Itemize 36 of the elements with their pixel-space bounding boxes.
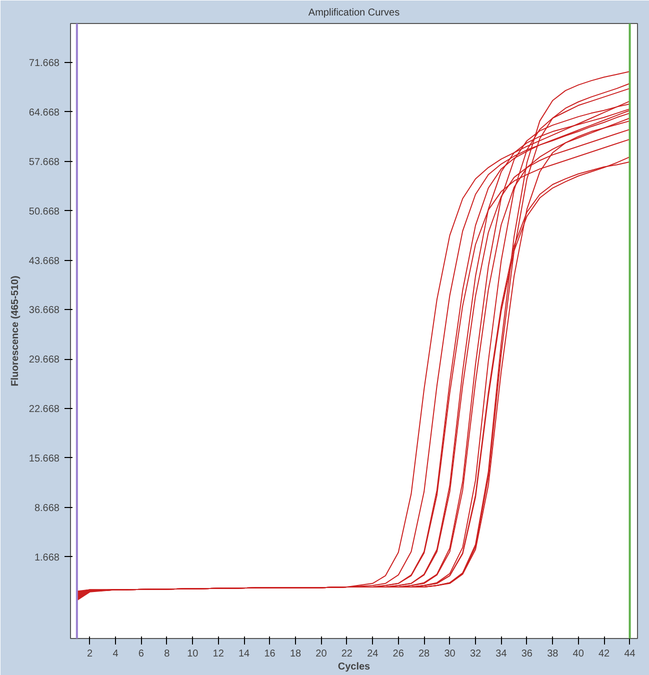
y-tick-label: 43.668: [28, 256, 60, 267]
x-axis-title: Cycles: [338, 662, 371, 672]
y-tick-label: 1.668: [34, 552, 60, 564]
y-tick-label: 64.668: [28, 107, 60, 118]
x-tick-label: 26: [392, 648, 404, 660]
x-tick-label: 18: [290, 648, 302, 660]
x-tick-label: 4: [112, 648, 119, 660]
x-tick-label: 24: [367, 648, 379, 660]
y-tick-label: 50.668: [28, 206, 60, 218]
y-axis-title: Fluorescence (465-510): [10, 276, 21, 386]
x-tick-label: 8: [164, 648, 170, 660]
x-tick-label: 6: [138, 648, 144, 660]
x-tick-label: 34: [496, 648, 508, 660]
x-tick-label: 22: [341, 648, 353, 660]
x-tick-label: 14: [238, 648, 250, 660]
x-tick-label: 30: [444, 648, 456, 660]
x-tick-label: 2: [87, 648, 94, 660]
x-tick-label: 10: [187, 648, 199, 660]
chart-title: Amplification Curves: [308, 8, 400, 18]
x-tick-label: 28: [418, 648, 430, 660]
x-tick-label: 40: [572, 648, 584, 660]
x-tick-label: 36: [521, 648, 533, 660]
x-tick-label: 20: [316, 648, 328, 660]
y-tick-label: 22.668: [28, 404, 60, 416]
y-tick-label: 8.668: [34, 502, 60, 514]
x-tick-label: 16: [264, 648, 276, 660]
x-tick-label: 44: [624, 648, 636, 660]
x-tick-label: 32: [470, 648, 482, 660]
y-tick-label: 36.668: [28, 305, 60, 316]
y-tick-label: 15.668: [28, 453, 60, 464]
x-tick-label: 38: [547, 648, 559, 660]
y-tick-label: 57.668: [28, 156, 60, 168]
x-tick-label: 42: [598, 648, 610, 660]
y-tick-label: 29.668: [28, 354, 60, 366]
y-tick-label: 71.668: [28, 58, 60, 70]
x-tick-label: 12: [212, 648, 224, 660]
